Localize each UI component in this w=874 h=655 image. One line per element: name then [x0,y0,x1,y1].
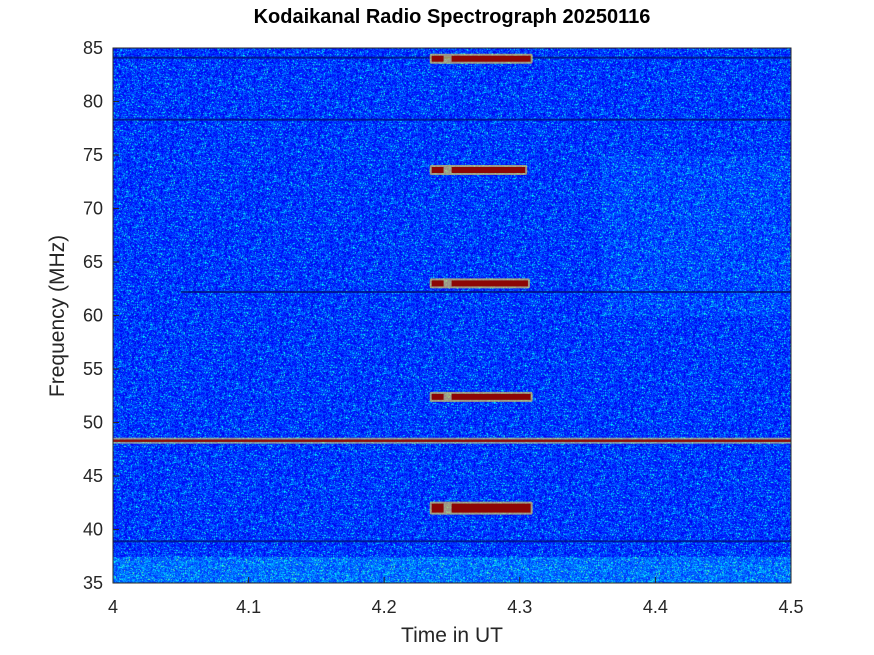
y-axis-label: Frequency (MHz) [46,235,69,397]
plot-area [113,48,792,583]
y-tick-label-0: 35 [83,573,103,593]
x-tick-label-3: 4.3 [507,597,532,617]
y-axis-ticks: 35 40 45 50 55 60 65 70 75 80 85 [83,38,119,593]
burst-segment-0 [451,503,531,513]
spectrogram-heatmap [113,48,791,583]
x-tick-label-5: 4.5 [778,597,803,617]
y-tick-label-8: 75 [83,145,103,165]
chart-title: Kodaikanal Radio Spectrograph 20250116 [254,6,651,28]
x-tick-label-0: 4 [108,597,118,617]
y-tick-label-6: 65 [83,252,103,272]
burst-head-4 [431,55,444,62]
burst-head-0 [431,503,444,513]
x-tick-label-4: 4.4 [643,597,668,617]
burst-segment-1 [451,393,531,400]
y-tick-label-7: 70 [83,199,103,219]
x-axis-ticks: 4 4.1 4.2 4.3 4.4 4.5 [108,577,804,617]
y-tick-label-5: 60 [83,306,103,326]
x-tick-label-1: 4.1 [236,597,261,617]
band-line-3 [113,118,791,121]
burst-segment-3 [451,166,526,173]
y-tick-label-4: 55 [83,359,103,379]
x-axis-label: Time in UT [401,624,503,647]
burst-segment-2 [451,280,528,287]
y-tick-label-2: 45 [83,466,103,486]
y-tick-label-10: 85 [83,38,103,58]
y-tick-label-9: 80 [83,92,103,112]
bursts-layer [429,53,533,515]
band-line-0 [113,439,791,442]
x-tick-label-2: 4.2 [372,597,397,617]
burst-head-2 [431,280,444,287]
y-tick-label-1: 40 [83,520,103,540]
y-tick-label-3: 50 [83,413,103,433]
band-line-1 [180,290,792,293]
burst-head-3 [431,166,444,173]
band-line-2 [113,540,791,543]
burst-head-1 [431,393,444,400]
burst-segment-4 [451,55,531,62]
